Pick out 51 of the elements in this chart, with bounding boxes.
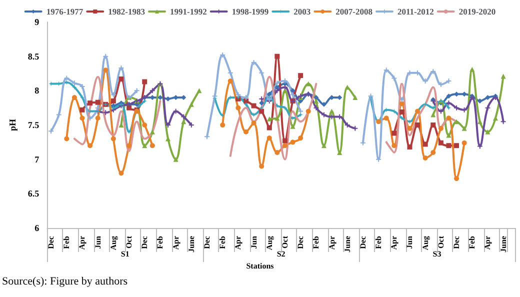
- x-tick-label: Apr: [171, 236, 180, 250]
- text: S2: [276, 250, 286, 258]
- y-tick-label: 6.5: [28, 188, 40, 199]
- x-tick-label: June: [186, 236, 196, 252]
- x-tick-label: Oct: [124, 236, 134, 248]
- x-tick-label: Dec: [140, 236, 150, 249]
- x-tick-label: Aug: [420, 236, 430, 250]
- x-tick-label: Feb: [468, 235, 477, 249]
- text: S3: [432, 250, 442, 258]
- x-tick-label: Apr: [327, 236, 336, 250]
- x-tick-label: June: [342, 236, 352, 252]
- legend-label: 2007-2008: [336, 6, 372, 16]
- legend-label: 1998-1999: [232, 6, 269, 16]
- x-tick-label: Apr: [234, 236, 243, 250]
- x-tick-label: Oct: [280, 236, 290, 248]
- legend-label: 1982-1983: [108, 6, 145, 16]
- y-tick-label: 6: [34, 223, 40, 233]
- x-tick-label: Feb: [156, 235, 165, 249]
- x-axis-title: Stations: [246, 262, 274, 270]
- x-tick-label: Jun: [405, 235, 414, 249]
- y-tick-label: 8: [34, 86, 40, 96]
- x-tick-label: Feb: [312, 235, 321, 249]
- x-tick-label: Feb: [374, 235, 384, 249]
- x-tick-label: Apr: [483, 236, 492, 250]
- y-tick-label: 7: [34, 154, 40, 164]
- legend-label: 1976-1977: [46, 6, 84, 16]
- x-tick-label: Dec: [452, 236, 462, 249]
- y-tick-label: 7.5: [28, 120, 40, 130]
- legend-label: 2011-2012: [397, 6, 434, 16]
- x-tick-label: Feb: [218, 235, 228, 249]
- legend-label: 2003: [294, 6, 311, 16]
- x-tick-label: Jun: [249, 235, 258, 249]
- text: S1: [120, 250, 130, 258]
- y-axis-title: pH: [8, 118, 18, 132]
- x-tick-label: Jun: [93, 235, 102, 249]
- x-tick-label: Dec: [202, 236, 212, 249]
- legend-label: 1991-1992: [170, 6, 207, 16]
- source-note: Source(s): Figure by authors: [2, 276, 128, 288]
- legend-label: 2019-2020: [458, 6, 496, 16]
- x-tick-label: Apr: [78, 236, 87, 250]
- x-tick-label: Apr: [390, 236, 399, 250]
- x-tick-label: June: [498, 236, 508, 252]
- x-tick-label: Aug: [264, 236, 274, 250]
- x-tick-label: Feb: [62, 235, 72, 249]
- y-tick-label: 8.5: [28, 51, 40, 62]
- y-tick-label: 9: [34, 17, 40, 27]
- x-tick-label: Oct: [436, 236, 446, 248]
- x-tick-label: Dec: [296, 236, 306, 249]
- x-tick-label: Dec: [358, 236, 368, 249]
- x-tick-label: Aug: [108, 236, 118, 250]
- x-tick-label: Dec: [46, 236, 56, 249]
